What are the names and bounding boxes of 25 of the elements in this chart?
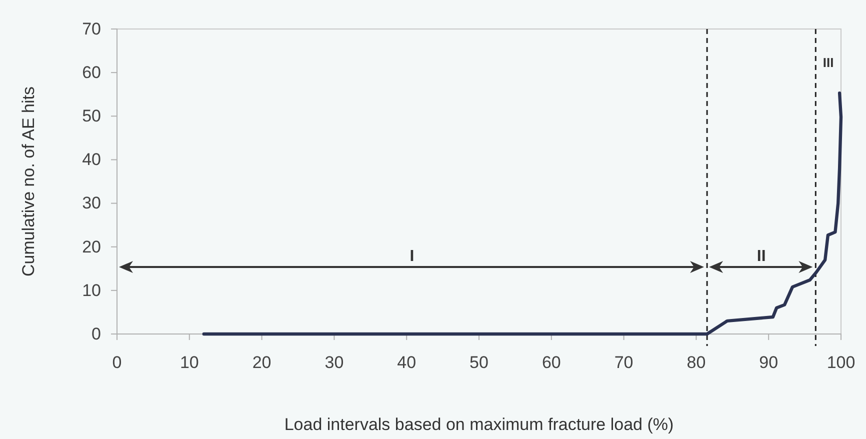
line-series <box>202 91 843 336</box>
x-tick-label: 20 <box>252 353 272 372</box>
annotation: I <box>410 248 414 265</box>
y-axis-title: Cumulative no. of AE hits <box>19 86 38 276</box>
x-tick-label: 0 <box>112 353 122 372</box>
y-tick-label: 70 <box>82 19 101 38</box>
annotation: III <box>822 55 834 70</box>
x-tick-label: 70 <box>614 353 634 372</box>
y-tick-label: 30 <box>82 194 101 213</box>
x-tick-label: 100 <box>826 353 856 372</box>
y-tick-label: 40 <box>82 150 101 170</box>
x-tick-label: 90 <box>759 353 778 372</box>
y-tick-label: 60 <box>82 63 101 82</box>
y-tick-label: 0 <box>92 324 101 344</box>
x-tick-label: 50 <box>470 353 488 372</box>
x-tick-label: 30 <box>324 353 344 372</box>
y-tick-label: 10 <box>82 280 101 300</box>
x-tick-label: 80 <box>686 353 706 372</box>
y-tick-label: 20 <box>82 237 101 256</box>
y-tick-label: 50 <box>82 106 101 126</box>
x-tick-label: 40 <box>397 353 416 372</box>
x-tick-label: 60 <box>542 353 561 372</box>
x-axis-title: Load intervals based on maximum fracture load (%) <box>284 415 674 434</box>
annotation: II <box>756 248 766 265</box>
x-tick-label: 10 <box>180 353 199 372</box>
